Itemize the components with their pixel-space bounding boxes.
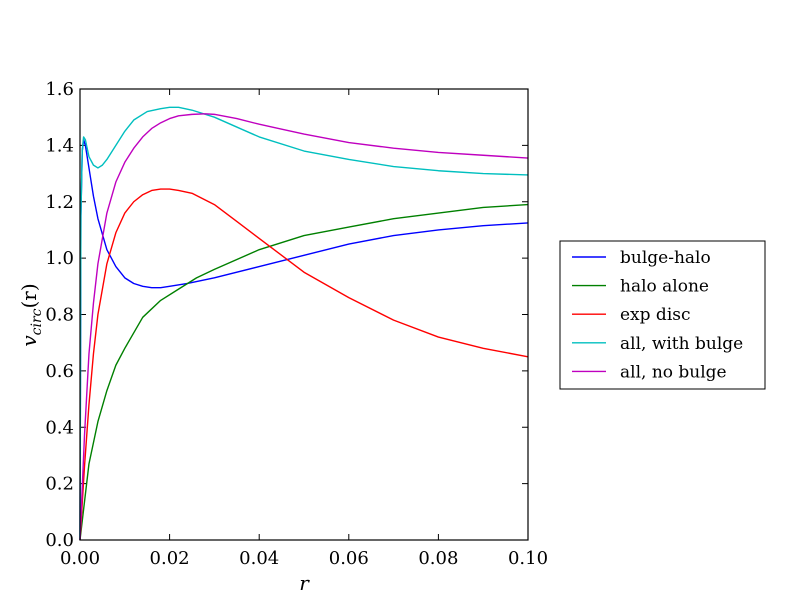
y-tick-label: 1.0 bbox=[45, 248, 74, 269]
legend-label-all-with-bulge: all, with bulge bbox=[620, 334, 743, 354]
y-tick-label: 0.8 bbox=[45, 305, 74, 326]
legend: bulge-halo halo alone exp disc all, with bu… bbox=[559, 240, 766, 390]
x-axis-label: r bbox=[299, 571, 310, 595]
x-tick-label: 0.08 bbox=[418, 548, 458, 569]
legend-label-bulge-halo: bulge-halo bbox=[620, 248, 711, 268]
x-tick-label: 0.02 bbox=[150, 548, 190, 569]
series-line-bulge-halo bbox=[79, 139, 529, 541]
tick-marks bbox=[79, 88, 529, 541]
legend-box bbox=[559, 240, 766, 390]
x-tick-label: 0.04 bbox=[239, 548, 279, 569]
x-tick-label: 0.06 bbox=[329, 548, 369, 569]
legend-label-all-no-bulge: all, no bulge bbox=[620, 362, 727, 382]
series-line-halo-alone bbox=[79, 203, 529, 541]
series-line-exp-disc bbox=[79, 188, 529, 541]
y-axis-label-arg: (r) bbox=[17, 283, 41, 308]
plot-frame bbox=[79, 88, 529, 541]
y-tick-label: 0.4 bbox=[45, 417, 74, 438]
y-axis-label: vcirc(r) bbox=[17, 283, 45, 346]
x-tick-label: 0.00 bbox=[60, 548, 100, 569]
y-tick-label: 0.0 bbox=[45, 530, 74, 551]
y-tick-label: 1.2 bbox=[45, 192, 74, 213]
series-lines bbox=[79, 106, 529, 541]
tick-labels: 0.00 0.02 0.04 0.06 0.08 0.10 0.0 0.2 0.4 0.6 0.8 1… bbox=[45, 79, 548, 569]
y-tick-label: 1.6 bbox=[45, 79, 74, 100]
y-axis-label-main: v bbox=[17, 335, 41, 347]
y-axis-label-sub: circ bbox=[29, 308, 45, 335]
y-tick-label: 1.4 bbox=[45, 135, 74, 156]
y-tick-label: 0.6 bbox=[45, 361, 74, 382]
legend-label-halo-alone: halo alone bbox=[620, 277, 709, 297]
series-line-all-no-bulge bbox=[79, 113, 529, 541]
y-tick-label: 0.2 bbox=[45, 474, 74, 495]
series-line-all-with-bulge bbox=[79, 106, 529, 541]
legend-label-exp-disc: exp disc bbox=[620, 305, 691, 325]
x-tick-label: 0.10 bbox=[508, 548, 548, 569]
